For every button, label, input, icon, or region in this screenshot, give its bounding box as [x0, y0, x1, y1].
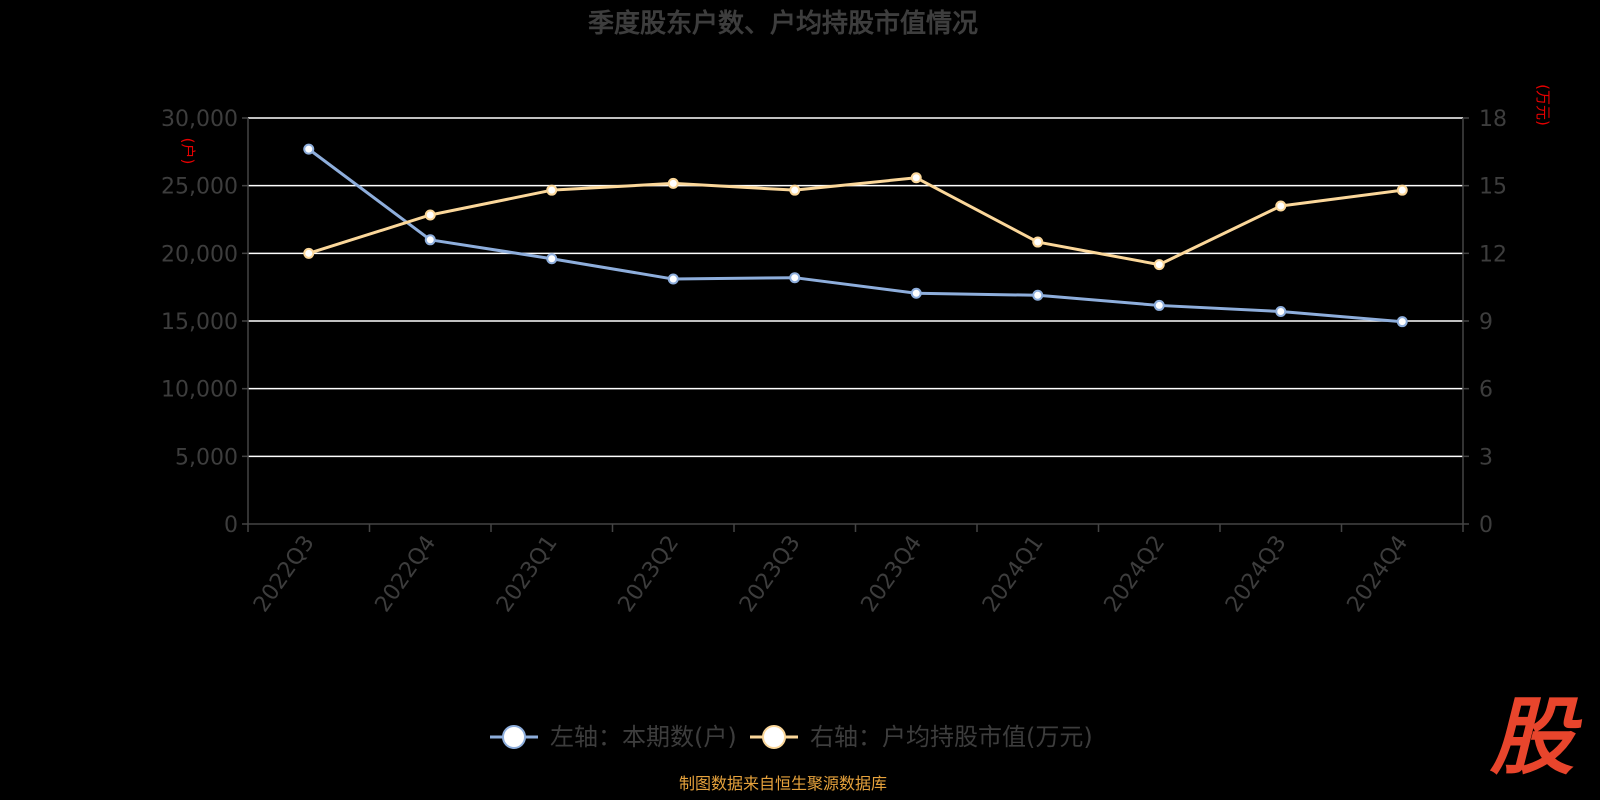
x-tick-label: 2024Q4	[1343, 531, 1414, 617]
left-tick-label: 5,000	[175, 445, 238, 470]
data-point[interactable]	[789, 272, 801, 284]
data-point[interactable]	[1153, 299, 1165, 311]
left-axis-ticks: 0 5,000 10,000 15,000 20,000 25,000 30,000	[161, 107, 248, 538]
x-tick-label: 2024Q2	[1100, 531, 1171, 617]
legend[interactable]: 左轴：本期数(户) 右轴：户均持股市值(万元)	[490, 723, 1093, 751]
x-tick-label: 2024Q1	[978, 531, 1049, 617]
right-axis-ticks: 0 3 6 9 12 15 18	[1463, 107, 1507, 538]
x-tick-label: 2023Q4	[857, 531, 928, 617]
legend-item[interactable]: 右轴：户均持股市值(万元)	[750, 723, 1093, 751]
legend-item[interactable]: 左轴：本期数(户)	[490, 723, 737, 751]
x-tick-label: 2022Q4	[371, 531, 442, 617]
legend-label: 左轴：本期数(户)	[550, 723, 737, 751]
x-tick-label: 2023Q2	[614, 531, 685, 617]
right-tick-label: 12	[1479, 242, 1507, 267]
data-point[interactable]	[1032, 236, 1044, 248]
data-point[interactable]	[1396, 316, 1408, 328]
data-point[interactable]	[546, 184, 558, 196]
data-point[interactable]	[546, 253, 558, 265]
x-axis-ticks: 2022Q3 2022Q4 2023Q1 2023Q2 2023Q3 2023Q4 2024…	[247, 524, 1464, 617]
data-point[interactable]	[667, 273, 679, 285]
series-line	[308, 176, 1403, 267]
legend-marker-icon	[762, 725, 786, 749]
right-tick-label: 6	[1479, 378, 1493, 403]
data-point[interactable]	[667, 177, 679, 189]
data-point[interactable]	[789, 184, 801, 196]
legend-label: 右轴：户均持股市值(万元)	[810, 723, 1093, 751]
data-point[interactable]	[424, 234, 436, 246]
left-tick-label: 15,000	[161, 310, 238, 335]
data-point[interactable]	[910, 287, 922, 299]
x-tick-label: 2022Q3	[249, 531, 320, 617]
x-tick-label: 2023Q1	[492, 531, 563, 617]
data-point[interactable]	[424, 209, 436, 221]
source-note: 制图数据来自恒生聚源数据库	[679, 774, 887, 793]
left-tick-label: 0	[224, 513, 238, 538]
data-point[interactable]	[1396, 184, 1408, 196]
chart-title: 季度股东户数、户均持股市值情况	[588, 8, 978, 39]
brand-logo: 股	[1489, 687, 1574, 786]
right-axis-unit: (万元)	[1534, 84, 1552, 126]
data-point[interactable]	[303, 247, 315, 259]
data-point[interactable]	[1275, 306, 1287, 318]
data-point[interactable]	[1153, 259, 1165, 271]
grid-lines	[248, 117, 1463, 458]
left-axis-unit: (户)	[179, 138, 197, 165]
right-tick-label: 9	[1479, 310, 1493, 335]
right-tick-label: 0	[1479, 513, 1493, 538]
left-tick-label: 30,000	[161, 107, 238, 132]
left-tick-label: 25,000	[161, 175, 238, 200]
data-point[interactable]	[303, 143, 315, 155]
left-tick-label: 20,000	[161, 242, 238, 267]
right-tick-label: 15	[1479, 175, 1507, 200]
right-tick-label: 3	[1479, 445, 1493, 470]
data-point[interactable]	[1275, 200, 1287, 212]
right-tick-label: 18	[1479, 107, 1507, 132]
data-point[interactable]	[910, 172, 922, 184]
data-point[interactable]	[1032, 289, 1044, 301]
left-tick-label: 10,000	[161, 378, 238, 403]
series-layer	[303, 143, 1408, 328]
x-tick-label: 2023Q3	[735, 531, 806, 617]
x-tick-label: 2024Q3	[1221, 531, 1292, 617]
series-line	[307, 147, 1403, 324]
legend-marker-icon	[502, 725, 526, 749]
